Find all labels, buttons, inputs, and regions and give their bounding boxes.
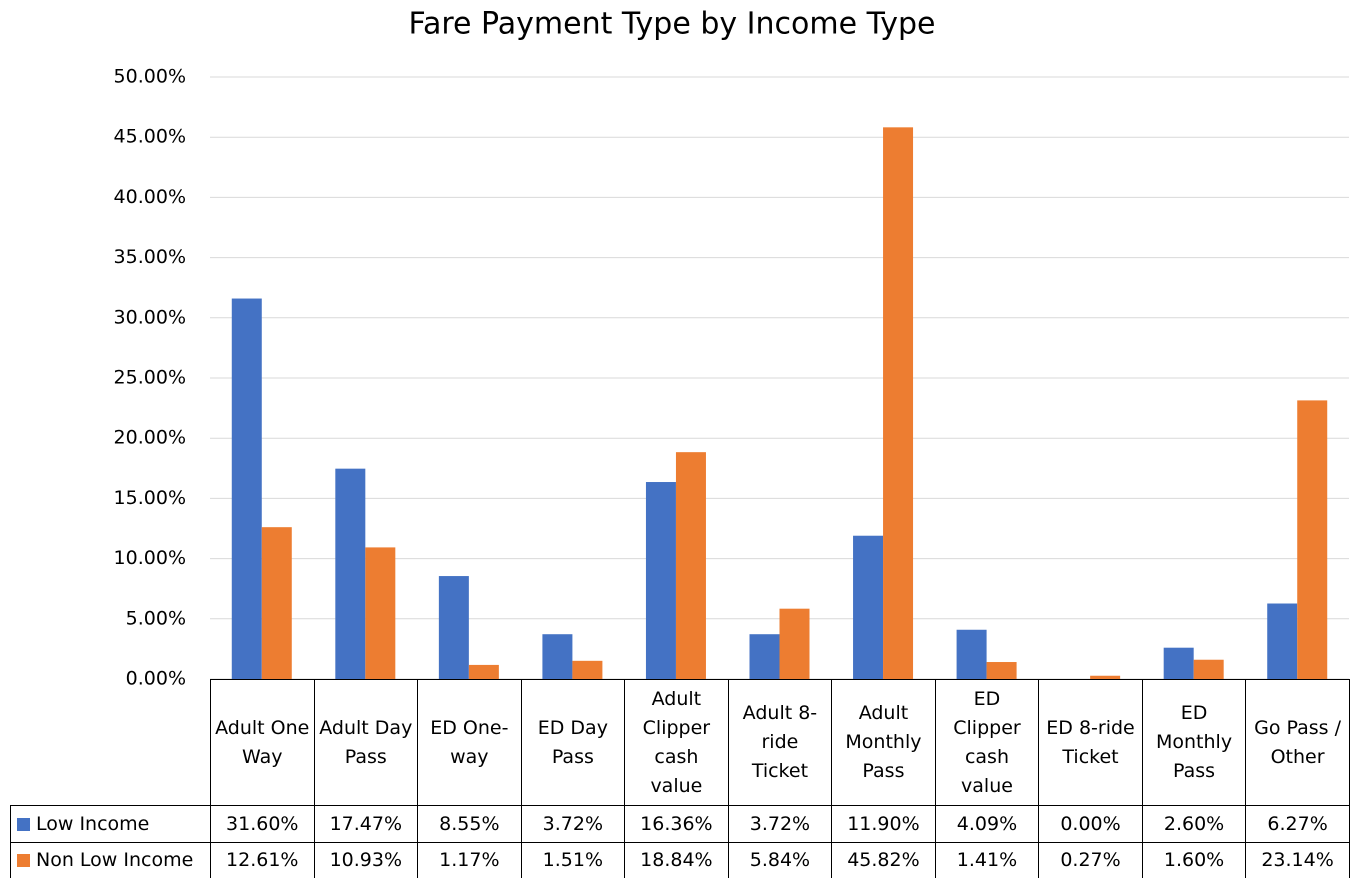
x-tick-label: ED One-way <box>417 679 522 806</box>
x-tick-label: Adult 8-ride Ticket <box>727 679 833 806</box>
bar <box>645 482 676 679</box>
bar <box>438 576 469 679</box>
data-label: 1.51% <box>520 842 626 878</box>
data-table: Adult One Way Adult Day Pass ED One-way ED … <box>10 679 1350 878</box>
bar <box>1090 675 1121 679</box>
legend-swatch <box>17 854 30 867</box>
y-tick-label: 25.00% <box>114 367 186 389</box>
x-tick-label: ED Clipper cash value <box>934 679 1040 806</box>
blank-cell <box>10 679 211 806</box>
header-row: Adult One Way Adult Day Pass ED One-way ED … <box>10 679 1350 806</box>
data-label: 45.82% <box>831 842 936 878</box>
legend-swatch <box>17 817 30 831</box>
y-tick-label: 5.00% <box>126 607 186 629</box>
x-tick-label: ED Monthly Pass <box>1141 679 1247 806</box>
y-tick-label: 20.00% <box>114 427 186 449</box>
x-tick-label: ED 8-ride Ticket <box>1038 679 1143 806</box>
legend-label: Non Low Income <box>36 849 194 871</box>
x-tick-label: ED Day Pass <box>520 679 626 806</box>
x-tick-label: Adult Clipper cash value <box>624 679 729 806</box>
data-label: 8.55% <box>417 805 522 843</box>
bar <box>675 452 706 679</box>
chart-title: Fare Payment Type by Income Type <box>408 7 935 42</box>
series-row: Low Income 31.60% 17.47% 8.55% 3.72% 16.36% 3.… <box>10 805 1350 843</box>
y-tick-label: 45.00% <box>114 126 186 148</box>
bar <box>542 634 573 679</box>
data-label: 4.09% <box>934 805 1040 843</box>
data-label: 1.41% <box>934 842 1040 878</box>
legend-entry: Low Income <box>10 805 211 843</box>
data-label: 31.60% <box>210 805 315 843</box>
legend-entry: Non Low Income <box>10 842 211 878</box>
x-tick-label: Adult Monthly Pass <box>831 679 936 806</box>
series-row: Non Low Income 12.61% 10.93% 1.17% 1.51% 18.8… <box>10 842 1350 878</box>
data-label: 3.72% <box>520 805 626 843</box>
bar <box>853 535 884 679</box>
data-label: 18.84% <box>624 842 729 878</box>
x-tick-label: Adult One Way <box>210 679 315 806</box>
bar <box>1297 400 1328 679</box>
data-label: 0.27% <box>1038 842 1143 878</box>
data-label: 3.72% <box>727 805 833 843</box>
y-tick-label: 40.00% <box>114 186 186 208</box>
y-tick-label: 50.00% <box>114 66 186 88</box>
bar <box>1163 647 1194 679</box>
x-tick-label: Go Pass / Other <box>1245 679 1350 806</box>
data-label: 1.17% <box>417 842 522 878</box>
bar <box>749 634 780 679</box>
data-label: 5.84% <box>727 842 833 878</box>
bar <box>365 547 396 679</box>
bar <box>1267 603 1298 679</box>
data-label: 6.27% <box>1245 805 1350 843</box>
y-tick-label: 35.00% <box>114 246 186 268</box>
data-label: 2.60% <box>1141 805 1247 843</box>
data-label: 1.60% <box>1141 842 1247 878</box>
data-label: 17.47% <box>313 805 419 843</box>
y-tick-label: 10.00% <box>114 547 186 569</box>
bar <box>335 468 366 679</box>
bar <box>779 608 810 679</box>
data-label: 0.00% <box>1038 805 1143 843</box>
bar <box>1193 659 1224 679</box>
data-label: 12.61% <box>210 842 315 878</box>
data-label: 23.14% <box>1245 842 1350 878</box>
y-tick-label: 15.00% <box>114 487 186 509</box>
legend-label: Low Income <box>36 812 150 835</box>
data-label: 16.36% <box>624 805 729 843</box>
bar <box>231 298 262 679</box>
bar <box>468 664 499 679</box>
bar <box>883 127 914 679</box>
bar <box>956 629 987 679</box>
data-label: 10.93% <box>313 842 419 878</box>
bar <box>261 527 292 679</box>
y-tick-label: 30.00% <box>114 306 186 328</box>
x-tick-label: Adult Day Pass <box>313 679 419 806</box>
bar <box>986 662 1017 679</box>
bar <box>572 660 603 679</box>
data-label: 11.90% <box>831 805 936 843</box>
